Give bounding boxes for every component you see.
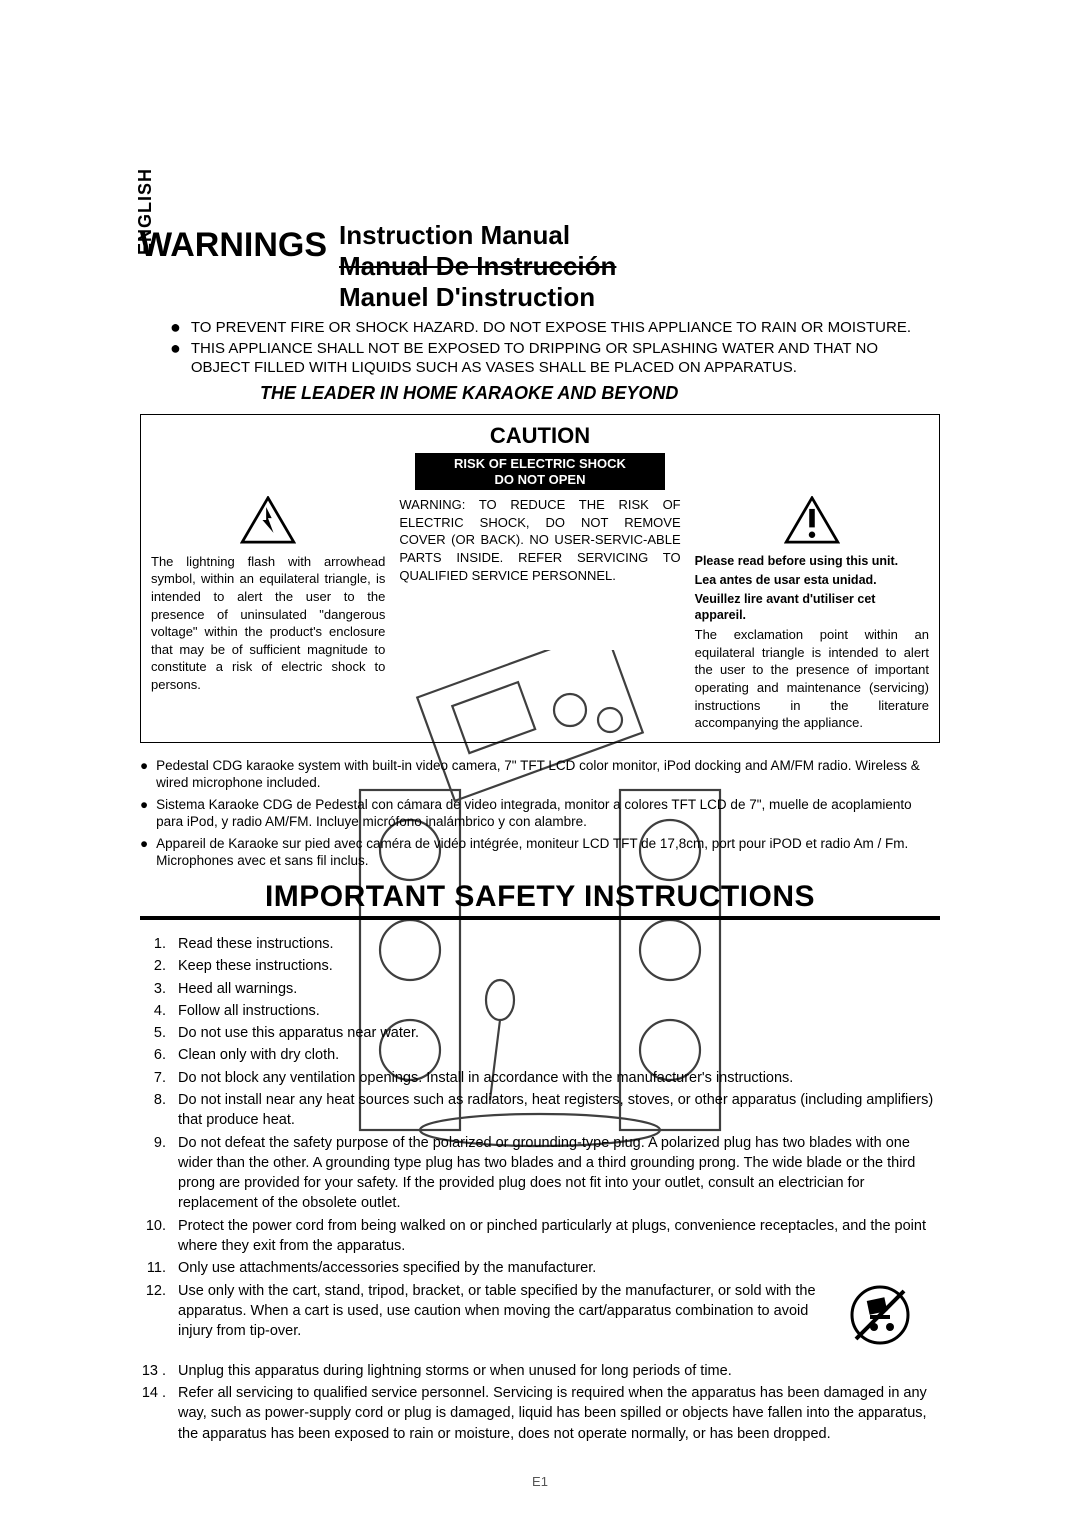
warnings-bullets: ●TO PREVENT FIRE OR SHOCK HAZARD. DO NOT… xyxy=(170,318,940,378)
caution-center-text: WARNING: TO REDUCE THE RISK OF ELECTRIC … xyxy=(399,496,680,584)
lightning-triangle-icon xyxy=(240,496,296,544)
leader-tagline: THE LEADER IN HOME KARAOKE AND BEYOND xyxy=(260,383,940,404)
caution-title: CAUTION xyxy=(151,423,929,449)
safety-11: Only use attachments/accessories specifi… xyxy=(178,1258,940,1278)
product-fr: Appareil de Karaoke sur pied avec caméra… xyxy=(156,835,940,870)
exclaim-triangle-icon xyxy=(784,496,840,544)
caution-right-text: The exclamation point within an equilate… xyxy=(695,626,929,731)
product-es: Sistema Karaoke CDG de Pedestal con cáma… xyxy=(156,796,940,831)
safety-13: Unplug this apparatus during lightning s… xyxy=(178,1361,940,1381)
safety-7: Do not block any ventilation openings. I… xyxy=(178,1068,940,1088)
shock-bar-line1: RISK OF ELECTRIC SHOCK xyxy=(415,456,665,472)
manual-line3: Manuel D'instruction xyxy=(339,282,616,313)
safety-8: Do not install near any heat sources suc… xyxy=(178,1090,940,1131)
product-en: Pedestal CDG karaoke system with built-i… xyxy=(156,757,940,792)
shock-bar: RISK OF ELECTRIC SHOCK DO NOT OPEN xyxy=(415,453,665,490)
safety-9: Do not defeat the safety purpose of the … xyxy=(178,1133,940,1214)
caution-col-center: WARNING: TO REDUCE THE RISK OF ELECTRIC … xyxy=(399,496,680,731)
manual-line2: Manual De Instrucción xyxy=(339,251,616,282)
heading-row: WARNINGS Instruction Manual Manual De In… xyxy=(140,220,940,314)
cart-tipover-icon xyxy=(850,1285,910,1345)
safety-3: Heed all warnings. xyxy=(178,979,940,999)
safety-5: Do not use this apparatus near water. xyxy=(178,1023,940,1043)
page-number: E1 xyxy=(140,1474,940,1489)
product-description: ●Pedestal CDG karaoke system with built-… xyxy=(140,757,940,870)
shock-bar-line2: DO NOT OPEN xyxy=(415,472,665,488)
warnings-title: WARNINGS xyxy=(140,226,327,265)
manual-titles: Instruction Manual Manual De Instrucción… xyxy=(339,220,616,314)
right-head2: Lea antes de usar esta unidad. xyxy=(695,572,929,589)
caution-box: CAUTION RISK OF ELECTRIC SHOCK DO NOT OP… xyxy=(140,414,940,743)
warn-bullet-0: TO PREVENT FIRE OR SHOCK HAZARD. DO NOT … xyxy=(191,318,911,337)
manual-line1: Instruction Manual xyxy=(339,220,616,251)
caution-col-left: The lightning flash with arrowhead symbo… xyxy=(151,496,385,731)
language-tab: ENGLISH xyxy=(135,168,156,255)
right-head3: Veuillez lire avant d'utiliser cet appar… xyxy=(695,591,929,625)
warn-bullet-1: THIS APPLIANCE SHALL NOT BE EXPOSED TO D… xyxy=(191,339,940,377)
safety-2: Keep these instructions. xyxy=(178,956,940,976)
caution-left-text: The lightning flash with arrowhead symbo… xyxy=(151,553,385,693)
right-head1: Please read before using this unit. xyxy=(695,553,929,570)
safety-list: 1.Read these instructions. 2.Keep these … xyxy=(140,934,940,1444)
safety-12: Use only with the cart, stand, tripod, b… xyxy=(178,1281,940,1349)
safety-1: Read these instructions. xyxy=(178,934,940,954)
safety-title: IMPORTANT SAFETY INSTRUCTIONS xyxy=(140,880,940,920)
safety-10: Protect the power cord from being walked… xyxy=(178,1216,940,1257)
safety-6: Clean only with dry cloth. xyxy=(178,1045,940,1065)
safety-14: Refer all servicing to qualified service… xyxy=(178,1383,940,1444)
safety-4: Follow all instructions. xyxy=(178,1001,940,1021)
caution-col-right: Please read before using this unit. Lea … xyxy=(695,496,929,731)
